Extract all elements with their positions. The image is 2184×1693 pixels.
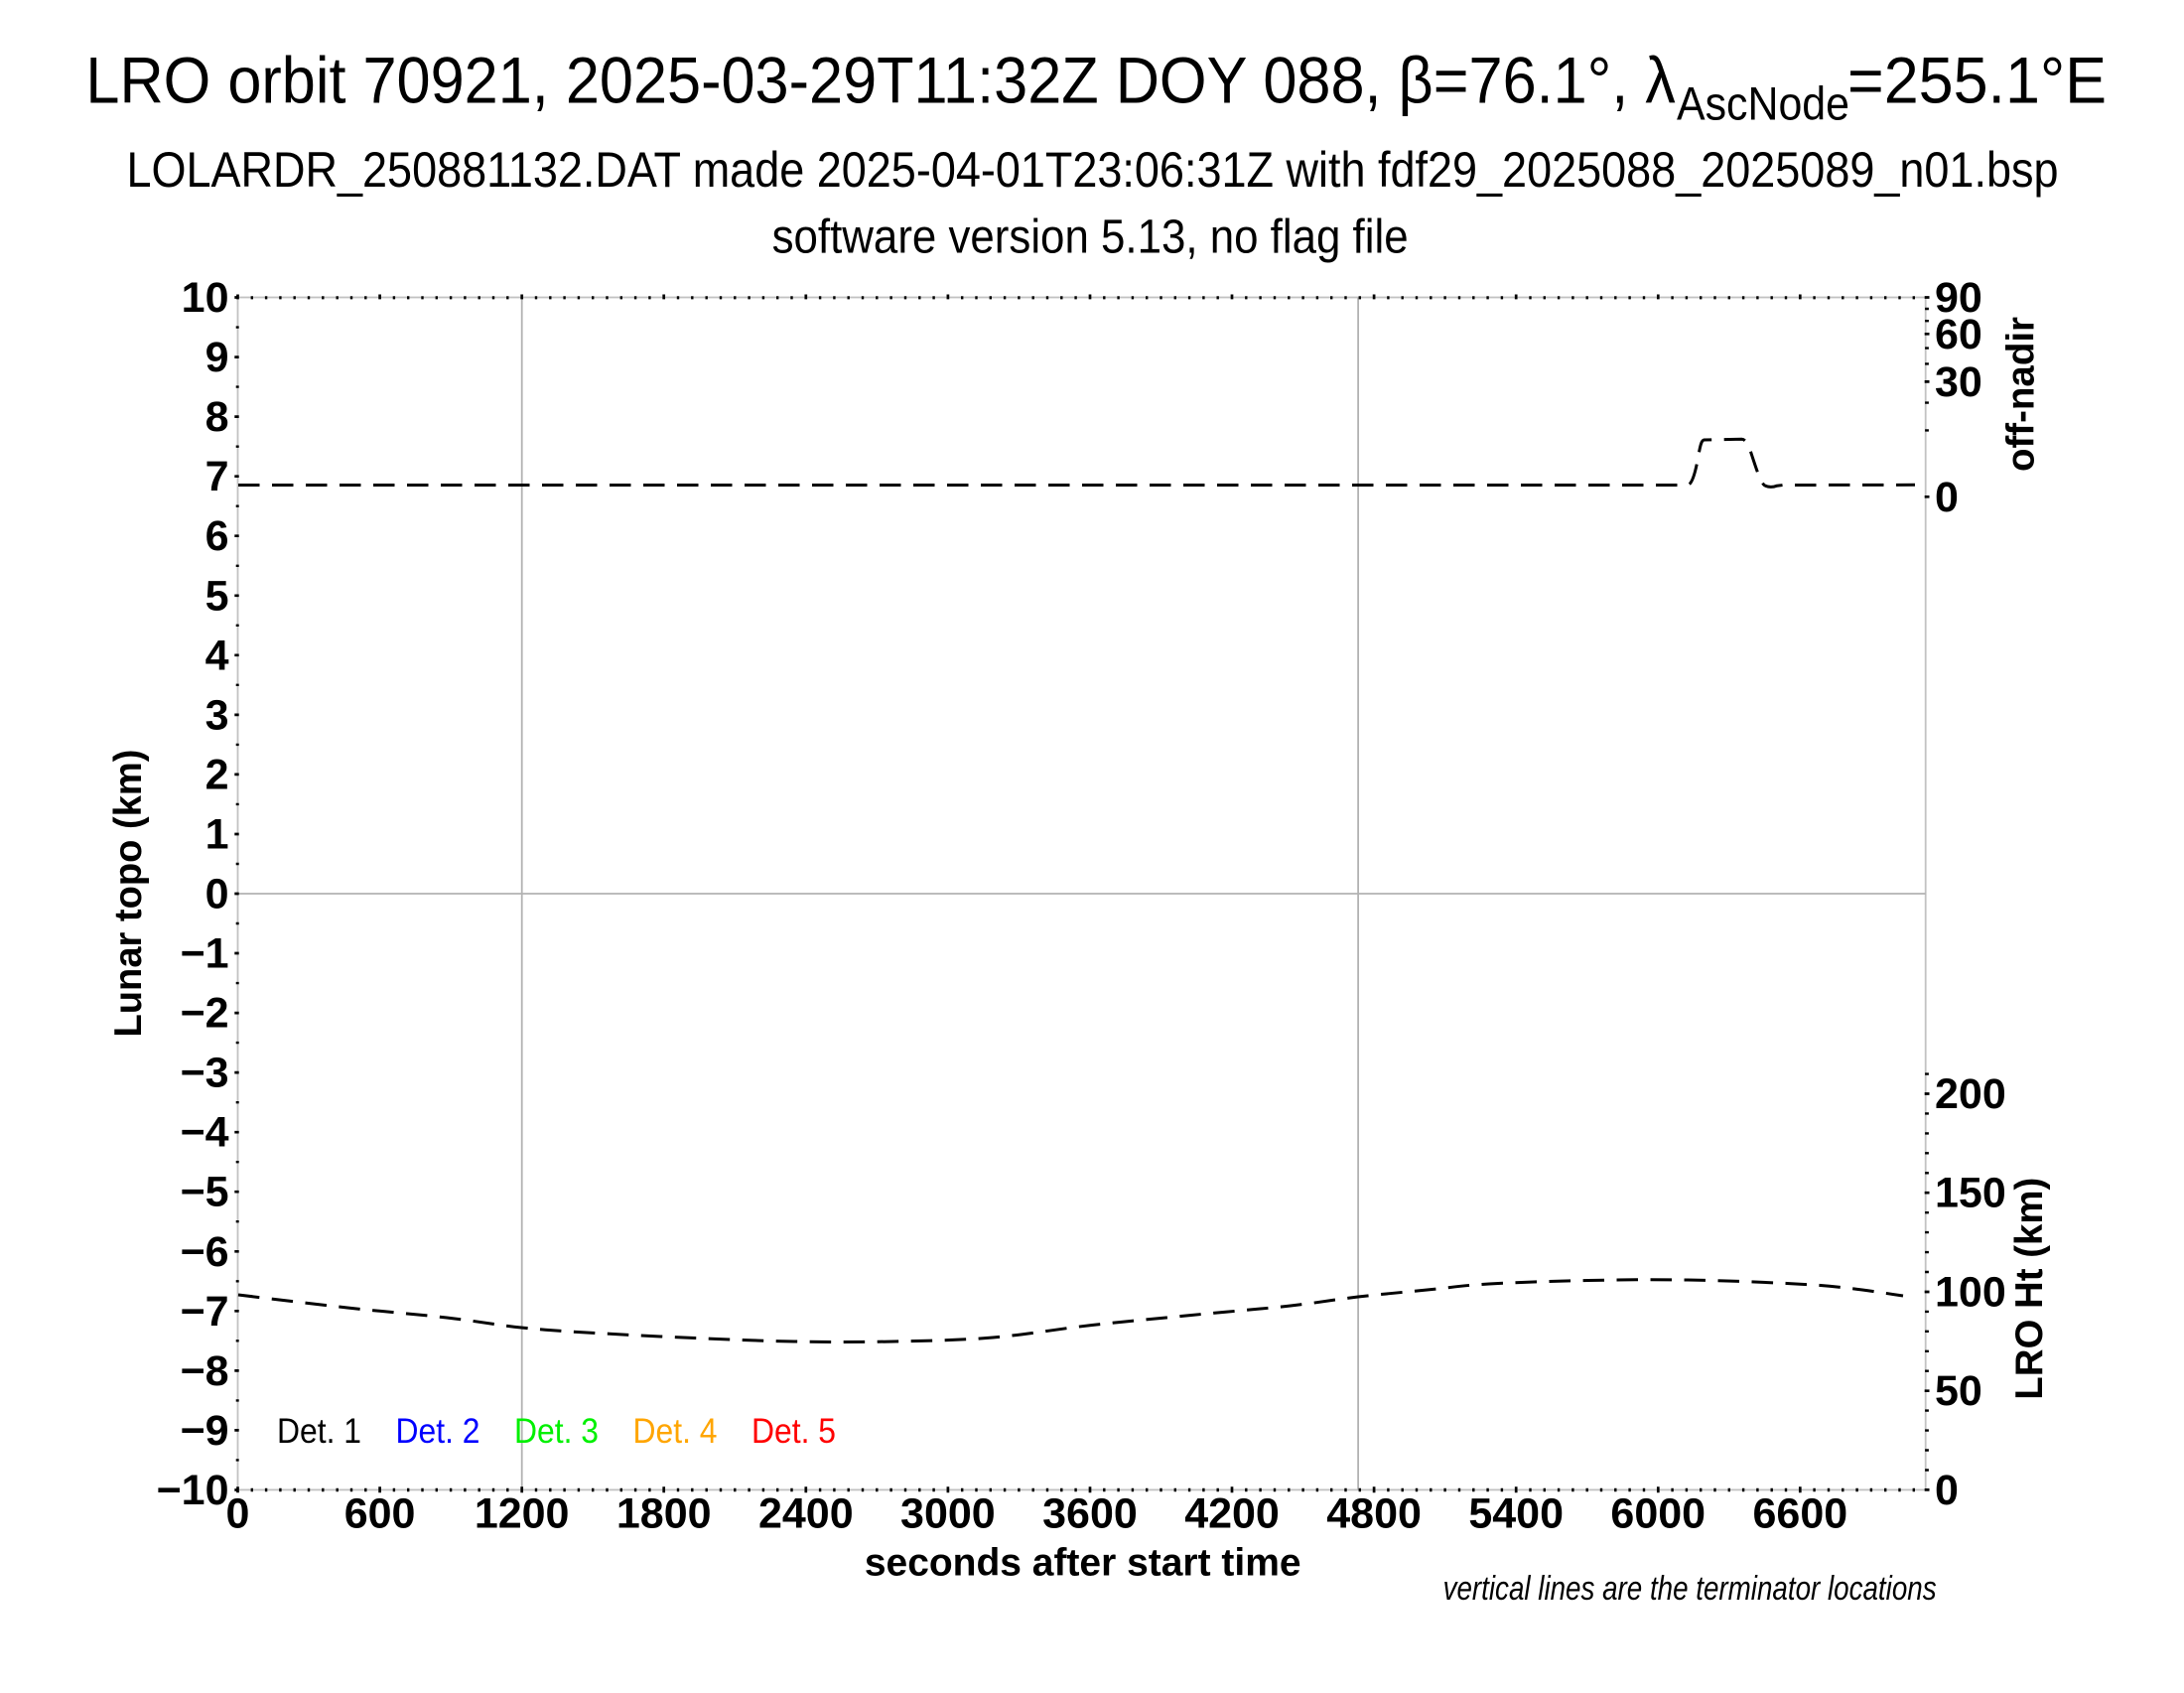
svg-text:600: 600 xyxy=(344,1490,416,1538)
svg-text:seconds after start time: seconds after start time xyxy=(865,1542,1301,1585)
svg-text:0: 0 xyxy=(1935,474,1959,521)
svg-text:−1: −1 xyxy=(180,930,228,978)
svg-text:2400: 2400 xyxy=(758,1490,854,1538)
svg-text:AscNode: AscNode xyxy=(1677,77,1849,130)
svg-text:8: 8 xyxy=(205,393,229,441)
svg-text:3: 3 xyxy=(205,691,229,739)
svg-text:software version 5.13, no flag: software version 5.13, no flag file xyxy=(772,212,1409,264)
svg-text:LRO orbit 70921, 2025-03-29T11: LRO orbit 70921, 2025-03-29T11:32Z DOY 0… xyxy=(85,44,1676,117)
svg-text:5400: 5400 xyxy=(1468,1490,1564,1538)
svg-text:Det. 3: Det. 3 xyxy=(514,1412,599,1451)
svg-text:−2: −2 xyxy=(180,990,228,1038)
svg-text:200: 200 xyxy=(1935,1070,2006,1118)
svg-text:vertical lines are the termina: vertical lines are the terminator locati… xyxy=(1443,1570,1937,1608)
svg-text:3000: 3000 xyxy=(900,1490,996,1538)
svg-text:5: 5 xyxy=(205,572,229,620)
svg-text:Lunar topo (km): Lunar topo (km) xyxy=(107,750,150,1038)
svg-text:90: 90 xyxy=(1935,274,1982,322)
svg-text:−5: −5 xyxy=(180,1169,228,1216)
svg-text:6: 6 xyxy=(205,512,229,560)
svg-text:60: 60 xyxy=(1935,311,1982,358)
svg-text:Det. 4: Det. 4 xyxy=(633,1412,718,1451)
svg-text:1: 1 xyxy=(205,811,229,859)
svg-text:4800: 4800 xyxy=(1326,1490,1422,1538)
svg-text:0: 0 xyxy=(1935,1467,1959,1514)
svg-text:1200: 1200 xyxy=(475,1490,570,1538)
svg-text:−6: −6 xyxy=(180,1228,228,1276)
svg-text:10: 10 xyxy=(182,274,229,322)
svg-text:50: 50 xyxy=(1935,1367,1982,1415)
svg-text:7: 7 xyxy=(205,453,229,500)
svg-text:−8: −8 xyxy=(180,1347,228,1395)
svg-text:3600: 3600 xyxy=(1042,1490,1138,1538)
svg-text:150: 150 xyxy=(1935,1170,2006,1217)
svg-text:LRO Ht (km): LRO Ht (km) xyxy=(2008,1178,2051,1400)
svg-text:6600: 6600 xyxy=(1753,1490,1848,1538)
svg-text:LOLARDR_250881132.DAT made 202: LOLARDR_250881132.DAT made 2025-04-01T23… xyxy=(127,142,2059,198)
svg-text:−9: −9 xyxy=(180,1407,228,1455)
svg-text:1800: 1800 xyxy=(616,1490,712,1538)
svg-text:Det. 1: Det. 1 xyxy=(277,1412,361,1451)
svg-text:off-nadir: off-nadir xyxy=(2000,317,2043,472)
svg-text:=255.1°E: =255.1°E xyxy=(1847,44,2107,117)
svg-text:−4: −4 xyxy=(180,1109,228,1157)
svg-text:−7: −7 xyxy=(180,1288,228,1336)
svg-text:−3: −3 xyxy=(180,1050,228,1097)
svg-text:2: 2 xyxy=(205,751,229,798)
svg-text:6000: 6000 xyxy=(1610,1490,1706,1538)
svg-text:Det. 2: Det. 2 xyxy=(396,1412,480,1451)
svg-text:30: 30 xyxy=(1935,358,1982,406)
svg-text:4: 4 xyxy=(205,632,229,679)
svg-text:4200: 4200 xyxy=(1184,1490,1280,1538)
svg-text:−10: −10 xyxy=(157,1467,229,1514)
svg-text:100: 100 xyxy=(1935,1269,2006,1317)
svg-text:9: 9 xyxy=(205,334,229,381)
svg-text:0: 0 xyxy=(205,871,229,918)
svg-text:Det. 5: Det. 5 xyxy=(751,1412,836,1451)
svg-text:0: 0 xyxy=(226,1490,250,1538)
